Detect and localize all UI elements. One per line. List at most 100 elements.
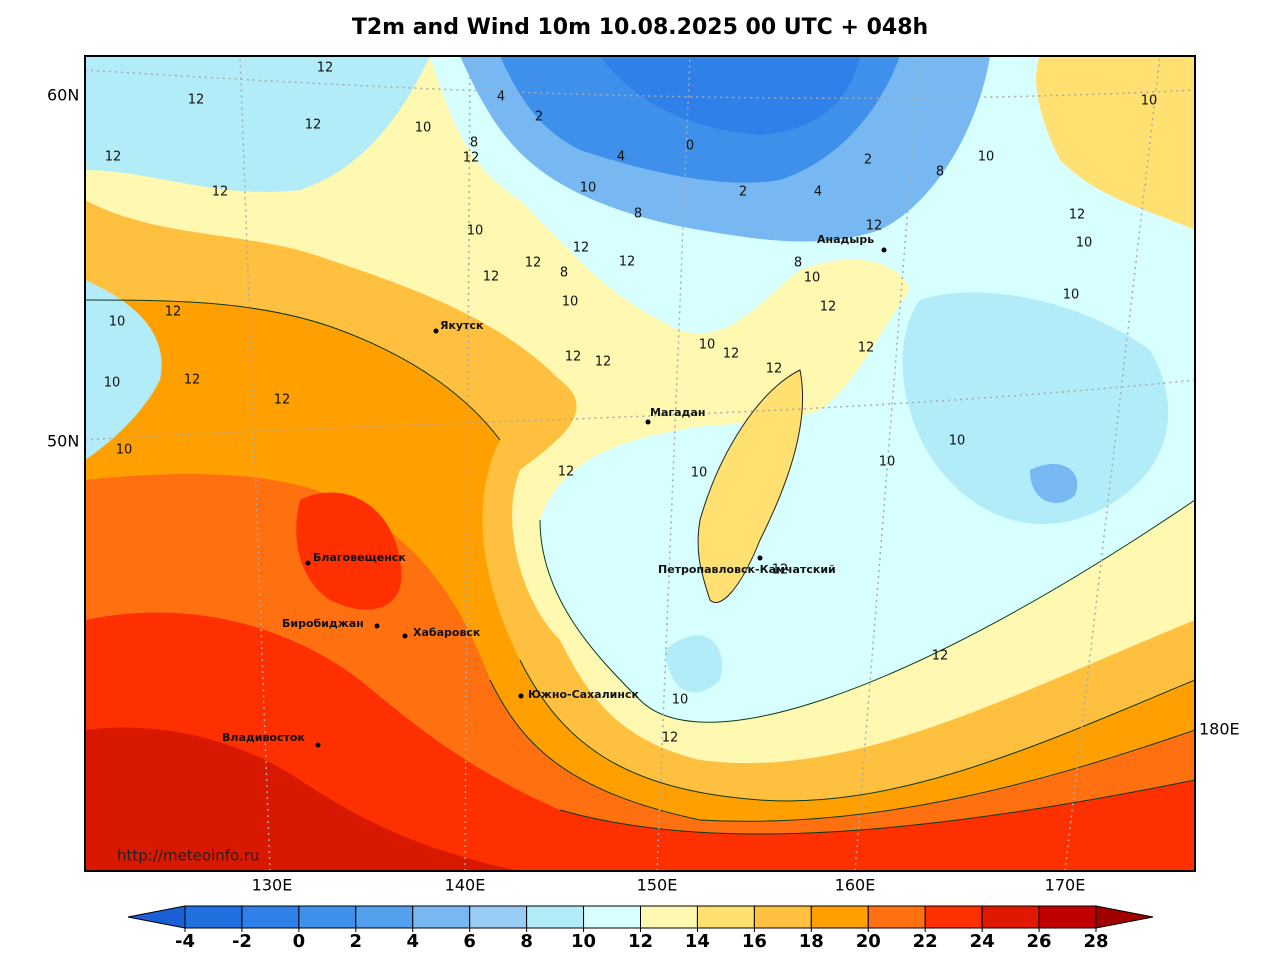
colorbar-label: 22	[913, 931, 938, 952]
contour-label: 10	[580, 181, 597, 196]
city-dot	[757, 555, 763, 561]
city-dot	[315, 742, 321, 748]
contour-label: 12	[305, 118, 322, 133]
city-dot	[433, 328, 439, 334]
contour-label: 12	[723, 347, 740, 362]
city-label: Южно-Сахалинск	[528, 688, 639, 701]
contour-label: 10	[109, 315, 126, 330]
city-label: Благовещенск	[313, 551, 406, 564]
colorbar-bin	[298, 905, 357, 929]
cool-region	[85, 56, 430, 193]
contour-label: 10	[1063, 288, 1080, 303]
contour-label: 12	[766, 362, 783, 377]
contour-label: 10	[672, 693, 689, 708]
contour-label: 12	[1069, 208, 1086, 223]
contour-label: 12	[483, 270, 500, 285]
contour-label: 12	[184, 373, 201, 388]
contour-label: 8	[634, 207, 642, 222]
colorbar-bin	[981, 905, 1040, 929]
colorbar-under	[127, 905, 186, 929]
colorbar-bin	[241, 905, 300, 929]
contour-label: 12	[820, 300, 837, 315]
city-dot	[645, 419, 651, 425]
colorbar-bin	[810, 905, 869, 929]
colorbar-label: 20	[856, 931, 881, 952]
contour-label: 2	[739, 185, 747, 200]
lon-label: 130E	[252, 876, 293, 895]
colorbar-label: 8	[520, 931, 533, 952]
contour-label: 12	[558, 465, 575, 480]
contour-label: 10	[691, 466, 708, 481]
contour-label: 8	[560, 266, 568, 281]
contour-label: 10	[879, 455, 896, 470]
contour-label: 10	[978, 150, 995, 165]
contour-label: 12	[525, 256, 542, 271]
cool-spot	[1030, 464, 1078, 503]
colorbar-over	[1095, 905, 1154, 929]
city-dot	[881, 247, 887, 253]
contour-label: 2	[535, 110, 543, 125]
colorbar-label: -4	[175, 931, 195, 952]
isotherms	[85, 299, 1195, 835]
title: T2m and Wind 10m 10.08.2025 00 UTC + 048…	[352, 15, 928, 40]
colorbar-label: 18	[799, 931, 824, 952]
colorbar-bin	[412, 905, 471, 929]
colorbar-bin	[583, 905, 641, 929]
city-label: Петропавловск-Камчатский	[658, 563, 836, 576]
colorbar-label: 2	[350, 931, 363, 952]
contour-label: 10	[467, 224, 484, 239]
city-label: Владивосток	[222, 731, 305, 744]
city-dot	[305, 560, 311, 566]
colorbar-bin	[526, 905, 585, 929]
colorbar-label: 4	[406, 931, 419, 952]
graticule	[85, 56, 1195, 871]
coldest-region	[600, 56, 860, 135]
city-label: Биробиджан	[282, 617, 364, 630]
city-label: Хабаровск	[413, 626, 481, 639]
cool-ocean-south	[665, 635, 722, 693]
contour-label: 4	[497, 90, 505, 105]
cool-ocean	[902, 292, 1169, 525]
contour-label: 12	[932, 649, 949, 664]
contour-label: 12	[565, 350, 582, 365]
contour-label: 12	[573, 241, 590, 256]
city-label: Анадырь	[817, 233, 874, 246]
contour-label: 10	[562, 295, 579, 310]
lon-label: 140E	[445, 876, 486, 895]
colorbar-bin	[696, 905, 755, 929]
extreme-region	[85, 727, 520, 871]
contour-label: 10	[949, 434, 966, 449]
colorbar-bin	[640, 905, 698, 929]
colorbar-bin	[1038, 905, 1097, 929]
contour-label: 4	[814, 185, 822, 200]
contour-label: 4	[617, 150, 625, 165]
cool-region-west	[85, 280, 162, 460]
source-url: http://meteoinfo.ru	[117, 847, 259, 865]
contour-label: 10	[104, 376, 121, 391]
contour-label: 12	[274, 393, 291, 408]
colorbar-label: 0	[293, 931, 306, 952]
contour-label: 12	[619, 255, 636, 270]
contour-label: 12	[463, 151, 480, 166]
map-field	[85, 56, 1195, 871]
east-warm	[1036, 56, 1195, 230]
colorbar-label: 10	[571, 931, 596, 952]
contour-label: 12	[105, 150, 122, 165]
contour-label: 12	[165, 305, 182, 320]
contour-label: 12	[662, 731, 679, 746]
city-dot	[374, 623, 380, 629]
contour-label: 8	[470, 136, 478, 151]
colorbar-label: 26	[1027, 931, 1052, 952]
contour-label: 2	[864, 153, 872, 168]
lat-label: 50N	[47, 432, 79, 451]
contour-label: 10	[1076, 236, 1093, 251]
colorbar-label: 24	[970, 931, 995, 952]
colorbar-bin	[469, 905, 528, 929]
contour-label: 8	[794, 256, 802, 271]
contour-label: 10	[804, 271, 821, 286]
lon-label: 170E	[1045, 876, 1086, 895]
colorbar-label: 28	[1083, 931, 1108, 952]
colorbar-label: 16	[742, 931, 767, 952]
colorbar-bin	[924, 905, 983, 929]
